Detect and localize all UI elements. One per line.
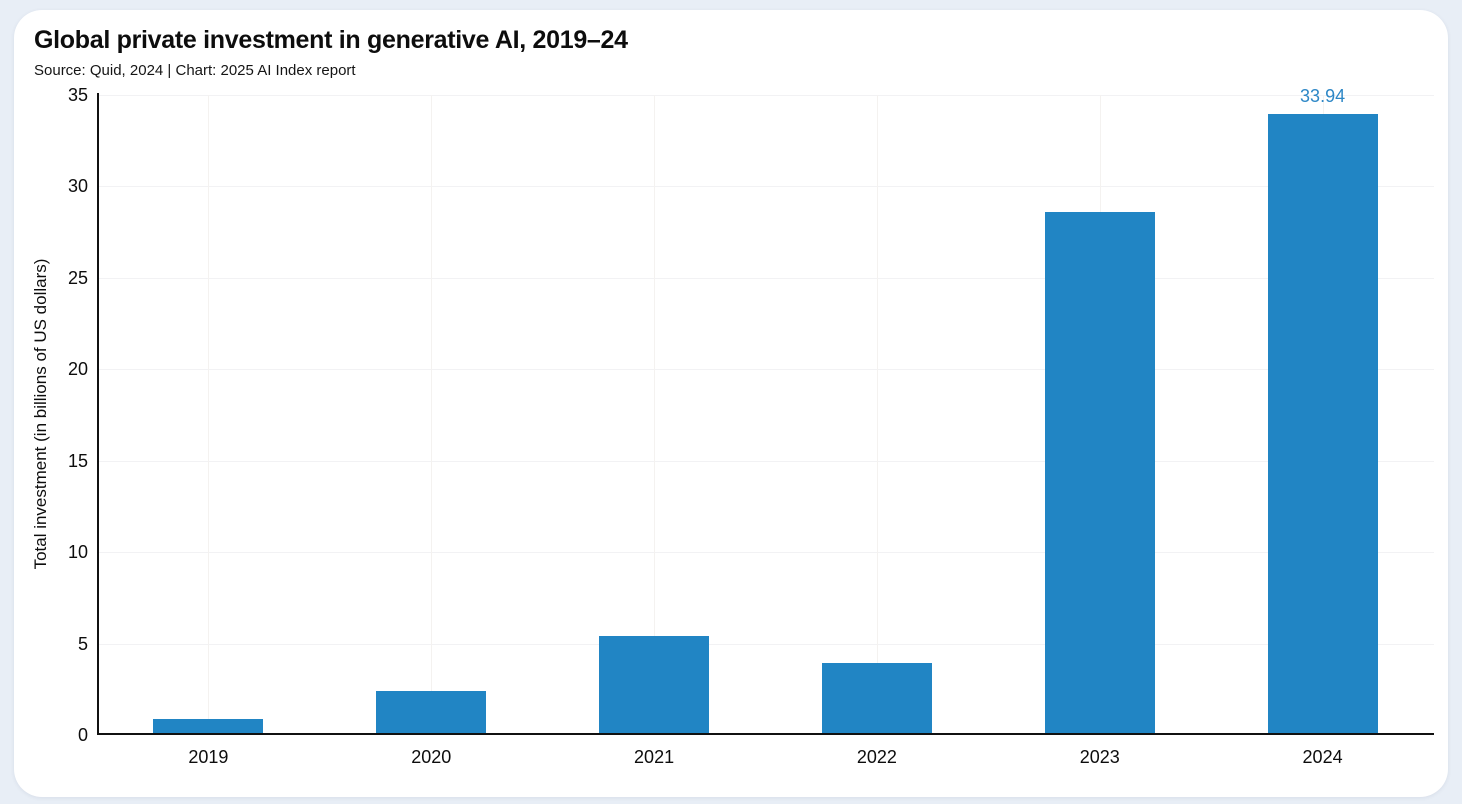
horizontal-gridline bbox=[99, 643, 1434, 645]
y-axis-labels: 0 5 10 15 20 25 30 35 bbox=[14, 85, 88, 745]
y-tick-label: 5 bbox=[77, 633, 88, 654]
horizontal-gridline bbox=[99, 552, 1434, 554]
y-tick-label: 25 bbox=[67, 267, 88, 288]
y-tick-label: 30 bbox=[67, 176, 88, 197]
chart-title: Global private investment in generative … bbox=[34, 26, 628, 54]
x-tick-label: 2019 bbox=[188, 747, 229, 767]
x-tick-label: 2020 bbox=[411, 747, 452, 767]
y-tick-label: 0 bbox=[77, 725, 88, 745]
y-tick-label: 20 bbox=[67, 359, 88, 380]
bar-2024 bbox=[1267, 114, 1378, 735]
bar-2020 bbox=[376, 691, 487, 735]
horizontal-gridline bbox=[99, 277, 1434, 279]
x-axis-line bbox=[97, 732, 1434, 735]
vertical-gridline bbox=[431, 95, 433, 735]
chart-card: Global private investment in generative … bbox=[14, 10, 1448, 797]
bar-value-label: 33.94 bbox=[1300, 86, 1346, 107]
x-tick-label: 2023 bbox=[1079, 747, 1120, 767]
bar-2019 bbox=[153, 718, 264, 735]
bar-2021 bbox=[599, 636, 710, 735]
horizontal-gridline bbox=[99, 95, 1434, 96]
horizontal-gridline bbox=[99, 186, 1434, 188]
y-tick-label: 10 bbox=[67, 542, 88, 563]
x-tick-label: 2022 bbox=[856, 747, 897, 767]
y-axis-line bbox=[97, 93, 99, 735]
bar-2023 bbox=[1044, 212, 1155, 735]
y-tick-label: 15 bbox=[67, 450, 88, 471]
vertical-gridline bbox=[208, 95, 210, 735]
y-tick-label: 35 bbox=[67, 85, 88, 105]
horizontal-gridline bbox=[99, 369, 1434, 371]
bar-2022 bbox=[821, 662, 932, 735]
x-tick-label: 2024 bbox=[1302, 747, 1343, 767]
plot-area: 2019 2020 2021 2022 2023 2024 33.94 bbox=[97, 86, 1434, 767]
chart-subtitle: Source: Quid, 2024 | Chart: 2025 AI Inde… bbox=[34, 62, 356, 79]
x-tick-label: 2021 bbox=[634, 747, 675, 767]
vertical-gridline bbox=[654, 95, 656, 735]
vertical-gridline bbox=[876, 95, 878, 735]
horizontal-gridline bbox=[99, 460, 1434, 462]
